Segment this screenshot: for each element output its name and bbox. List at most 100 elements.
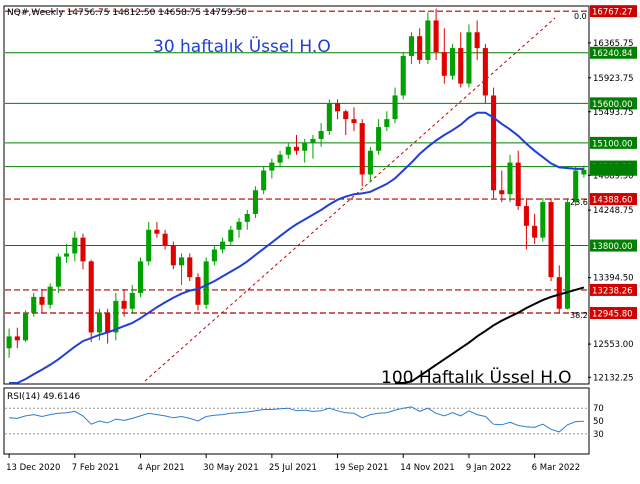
y-tick-label: 16365.75 [593, 39, 634, 49]
level-tag [590, 193, 637, 206]
candle-body [302, 142, 308, 151]
candle-body [581, 169, 587, 175]
ema100-annotation: 100 Haftalık Üssel H.O [381, 366, 572, 388]
fib-38-2-label: 38.2 [570, 311, 588, 320]
candle-body [154, 229, 160, 234]
ema-layer [9, 111, 585, 384]
level-tag-text: 15100.00 [592, 139, 633, 149]
candle-body [236, 221, 242, 230]
candle-body [384, 119, 390, 128]
candle-body [556, 277, 562, 309]
candle-body [507, 162, 513, 195]
candle-body [252, 190, 258, 214]
candle-body [228, 229, 234, 242]
rsi-line [9, 406, 584, 433]
level-tag [590, 307, 637, 320]
y-tick-label: 14689.50 [593, 171, 634, 181]
candle-body [293, 146, 300, 151]
y-tick-label: 12553.00 [593, 340, 634, 350]
candle-body [449, 48, 456, 76]
current-price-tag [590, 163, 637, 176]
candle-body [367, 150, 373, 175]
candle-body [548, 202, 554, 278]
y-tick-label: 13394.50 [593, 274, 634, 284]
candle-body [170, 245, 176, 266]
level-tag [590, 5, 637, 18]
candle-body [22, 312, 29, 341]
x-tick-label: 6 Mar 2022 [532, 463, 580, 473]
candle-body [88, 261, 94, 333]
candle-body [515, 162, 521, 207]
ema30-line [9, 111, 584, 384]
level-tag [590, 283, 637, 296]
candle-body [261, 170, 267, 191]
y-tick-label: 15493.75 [593, 108, 634, 118]
candle-body [178, 257, 185, 266]
candle-body [523, 206, 529, 226]
candle-body [113, 300, 119, 333]
ema30-annotation: 30 haftalık Üssel H.O [153, 35, 331, 57]
candle-body [466, 32, 472, 84]
level-tag-text: 13238.26 [592, 286, 633, 296]
candle-body [532, 225, 538, 238]
candle-body [72, 237, 78, 254]
level-tag-text: 16240.84 [592, 49, 633, 59]
candles-layer [6, 8, 587, 358]
y-tick-label: 12132.25 [593, 373, 634, 383]
fib-23-6-label: 23.6 [570, 198, 588, 207]
level-tag [590, 46, 637, 59]
x-tick-label: 7 Feb 2021 [72, 463, 120, 473]
x-tick-label: 14 Nov 2021 [400, 463, 454, 473]
ema100-line [395, 286, 585, 384]
y-tick-label: 14248.75 [593, 206, 634, 216]
level-tag [590, 239, 637, 252]
x-tick-label: 25 Jul 2021 [269, 463, 317, 473]
level-tag-text: 15600.00 [592, 100, 633, 110]
x-tick-label: 30 May 2021 [203, 463, 258, 473]
rsi-y-tick-label: 70 [593, 404, 604, 414]
candle-body [195, 277, 201, 305]
candle-body [425, 20, 431, 60]
rsi-title: RSI(14) 49.6146 [7, 392, 80, 402]
x-tick-label: 19 Sep 2021 [335, 463, 389, 473]
candle-body [146, 229, 152, 262]
candle-body [351, 119, 357, 124]
candle-body [220, 241, 226, 250]
level-tag-text: 13800.00 [592, 242, 633, 252]
candle-body [211, 249, 217, 262]
candle-body [482, 48, 488, 96]
rsi-y-tick-label: 50 [593, 417, 604, 427]
symbol-info: NQ#,Weekly 14756.75 14812.50 14658.75 14… [7, 8, 247, 18]
candle-body [129, 292, 135, 309]
time-axis: 13 Dec 2020 7 Feb 2021 4 Apr 2021 30 May 20… [6, 454, 580, 473]
candle-body [64, 253, 70, 257]
candle-body [318, 131, 324, 139]
candle-body [269, 162, 275, 171]
candle-body [162, 233, 168, 246]
rsi-layer: 70 50 30 [5, 404, 604, 440]
level-tag [590, 136, 637, 149]
candle-body [441, 52, 447, 76]
x-tick-label: 4 Apr 2021 [137, 463, 184, 473]
candle-body [277, 154, 283, 163]
level-tag-text: 12945.80 [592, 310, 633, 320]
candle-body [80, 237, 86, 262]
rsi-panel-frame [3, 387, 590, 455]
price-axis: 16767.2716240.8415600.0015100.0014800.00… [588, 5, 637, 383]
candle-body [499, 190, 505, 195]
price-panel-frame [3, 5, 590, 385]
candle-body [376, 127, 382, 151]
candle-body [458, 48, 464, 84]
candle-body [96, 312, 102, 333]
level-tag-text: 14388.60 [592, 196, 633, 206]
y-tick-label: 15923.75 [593, 74, 634, 84]
candle-body [491, 95, 497, 191]
fib-0-label: 0.0 [574, 12, 587, 21]
candle-body [285, 146, 291, 155]
candle-body [335, 103, 341, 112]
candle-body [244, 213, 250, 222]
candle-body [137, 261, 144, 293]
candle-body [433, 20, 439, 53]
